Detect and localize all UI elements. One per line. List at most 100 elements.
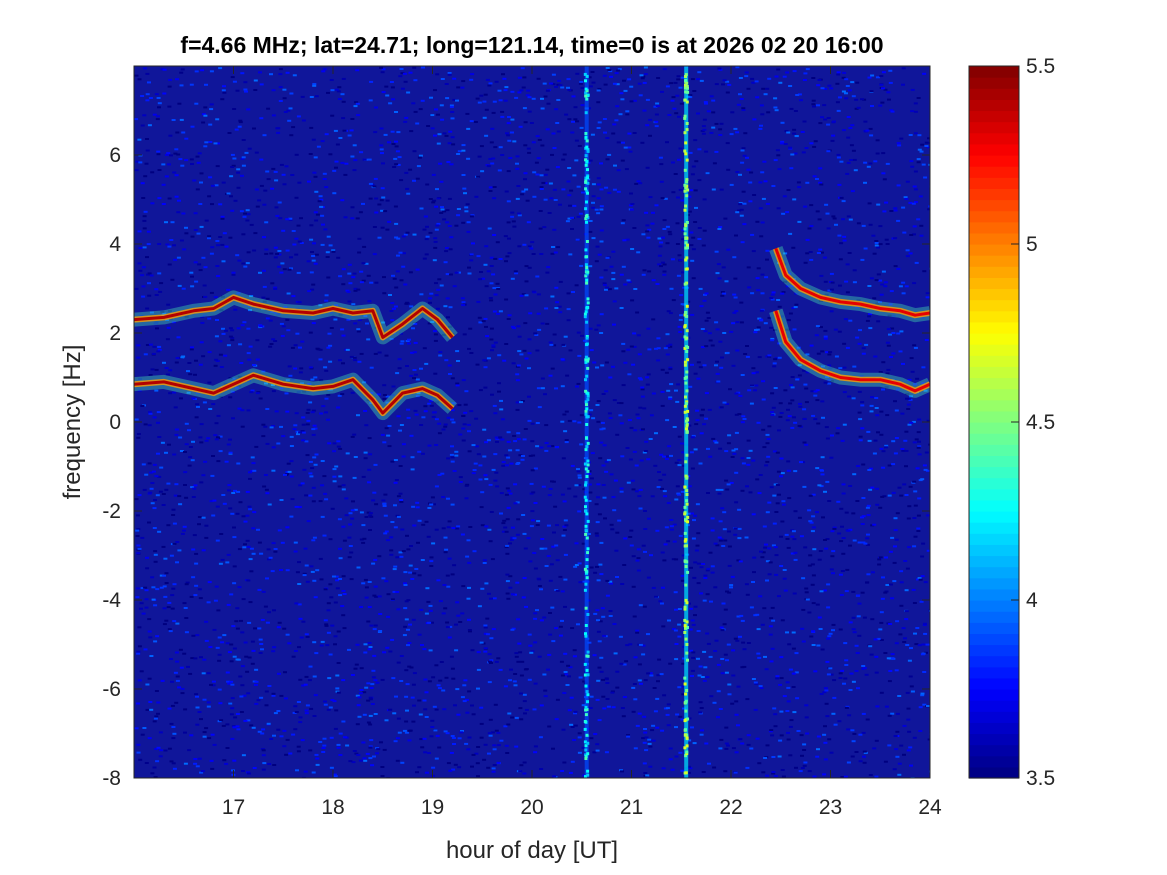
noise-speckle: [373, 713, 378, 715]
noise-speckle: [899, 330, 904, 333]
noise-speckle: [389, 553, 394, 556]
noise-speckle: [734, 392, 739, 395]
noise-speckle: [779, 734, 784, 737]
noise-speckle: [891, 314, 896, 317]
noise-speckle: [214, 184, 219, 187]
noise-speckle: [767, 425, 772, 428]
noise-speckle: [382, 502, 387, 505]
noise-speckle: [829, 87, 834, 90]
noise-speckle: [217, 653, 222, 656]
noise-speckle: [805, 598, 810, 601]
noise-speckle: [155, 635, 160, 638]
noise-speckle: [928, 443, 930, 446]
noise-speckle: [372, 628, 377, 631]
noise-speckle: [706, 447, 710, 450]
noise-speckle: [184, 137, 189, 140]
noise-speckle: [610, 528, 615, 531]
noise-speckle: [241, 770, 245, 772]
noise-speckle: [654, 432, 658, 435]
noise-speckle: [305, 411, 310, 414]
noise-speckle: [655, 697, 660, 700]
noise-speckle: [908, 398, 913, 401]
noise-speckle: [167, 443, 171, 446]
noise-speckle: [742, 223, 747, 226]
noise-speckle: [706, 317, 711, 319]
noise-speckle: [138, 161, 143, 164]
noise-speckle: [167, 163, 171, 166]
noise-speckle: [773, 483, 778, 486]
noise-speckle: [519, 401, 523, 404]
noise-speckle: [154, 389, 159, 392]
noise-speckle: [627, 373, 632, 376]
noise-speckle: [394, 286, 399, 289]
noise-speckle: [429, 735, 434, 738]
noise-speckle: [899, 744, 904, 747]
noise-speckle: [701, 132, 706, 135]
noise-speckle: [785, 328, 790, 331]
noise-speckle: [611, 706, 616, 709]
noise-speckle: [831, 215, 836, 218]
noise-speckle: [372, 654, 377, 657]
noise-speckle: [391, 98, 395, 101]
noise-speckle: [167, 601, 172, 604]
noise-speckle: [908, 746, 913, 749]
noise-speckle: [243, 81, 248, 84]
noise-speckle: [505, 592, 510, 595]
noise-speckle: [429, 560, 434, 563]
noise-speckle: [296, 745, 301, 748]
noise-speckle: [415, 771, 419, 774]
noise-speckle: [539, 446, 544, 449]
noise-speckle: [232, 647, 237, 650]
noise-speckle: [513, 440, 518, 443]
noise-speckle: [210, 474, 215, 477]
noise-speckle: [172, 732, 177, 735]
noise-speckle: [150, 772, 155, 775]
noise-speckle: [402, 72, 407, 75]
noise-speckle: [496, 744, 501, 747]
noise-speckle: [390, 394, 395, 397]
noise-speckle: [826, 673, 831, 676]
noise-speckle: [902, 641, 907, 643]
noise-speckle: [555, 446, 560, 448]
noise-speckle: [263, 189, 268, 192]
noise-speckle: [515, 373, 520, 376]
noise-speckle: [665, 225, 670, 228]
noise-speckle: [745, 485, 749, 488]
noise-speckle: [759, 235, 764, 238]
noise-speckle: [861, 712, 866, 715]
noise-speckle: [351, 500, 355, 503]
noise-speckle: [229, 713, 234, 716]
noise-speckle: [348, 760, 353, 763]
noise-speckle: [738, 560, 743, 563]
noise-speckle: [431, 411, 436, 414]
noise-speckle: [790, 535, 795, 538]
noise-speckle: [448, 325, 453, 328]
noise-speckle: [203, 295, 208, 298]
noise-speckle: [524, 357, 529, 360]
noise-speckle: [386, 434, 391, 437]
noise-speckle: [777, 168, 782, 171]
noise-speckle: [613, 164, 617, 167]
noise-speckle: [134, 169, 139, 172]
noise-speckle: [173, 152, 178, 155]
noise-speckle: [864, 673, 869, 676]
noise-speckle: [873, 439, 878, 442]
noise-speckle: [199, 656, 203, 659]
noise-speckle: [153, 560, 158, 563]
noise-speckle: [179, 118, 184, 121]
noise-speckle: [454, 450, 459, 453]
noise-speckle: [543, 695, 548, 698]
noise-speckle: [141, 295, 146, 298]
noise-speckle: [285, 410, 290, 413]
noise-speckle: [530, 469, 535, 472]
noise-speckle: [473, 121, 478, 123]
noise-speckle: [262, 236, 266, 239]
noise-speckle: [767, 501, 772, 504]
noise-speckle: [519, 294, 524, 297]
noise-speckle: [284, 753, 289, 756]
noise-speckle: [156, 115, 160, 118]
noise-speckle: [574, 139, 579, 142]
noise-speckle: [817, 218, 822, 221]
noise-speckle: [264, 690, 269, 693]
noise-speckle: [448, 769, 453, 772]
